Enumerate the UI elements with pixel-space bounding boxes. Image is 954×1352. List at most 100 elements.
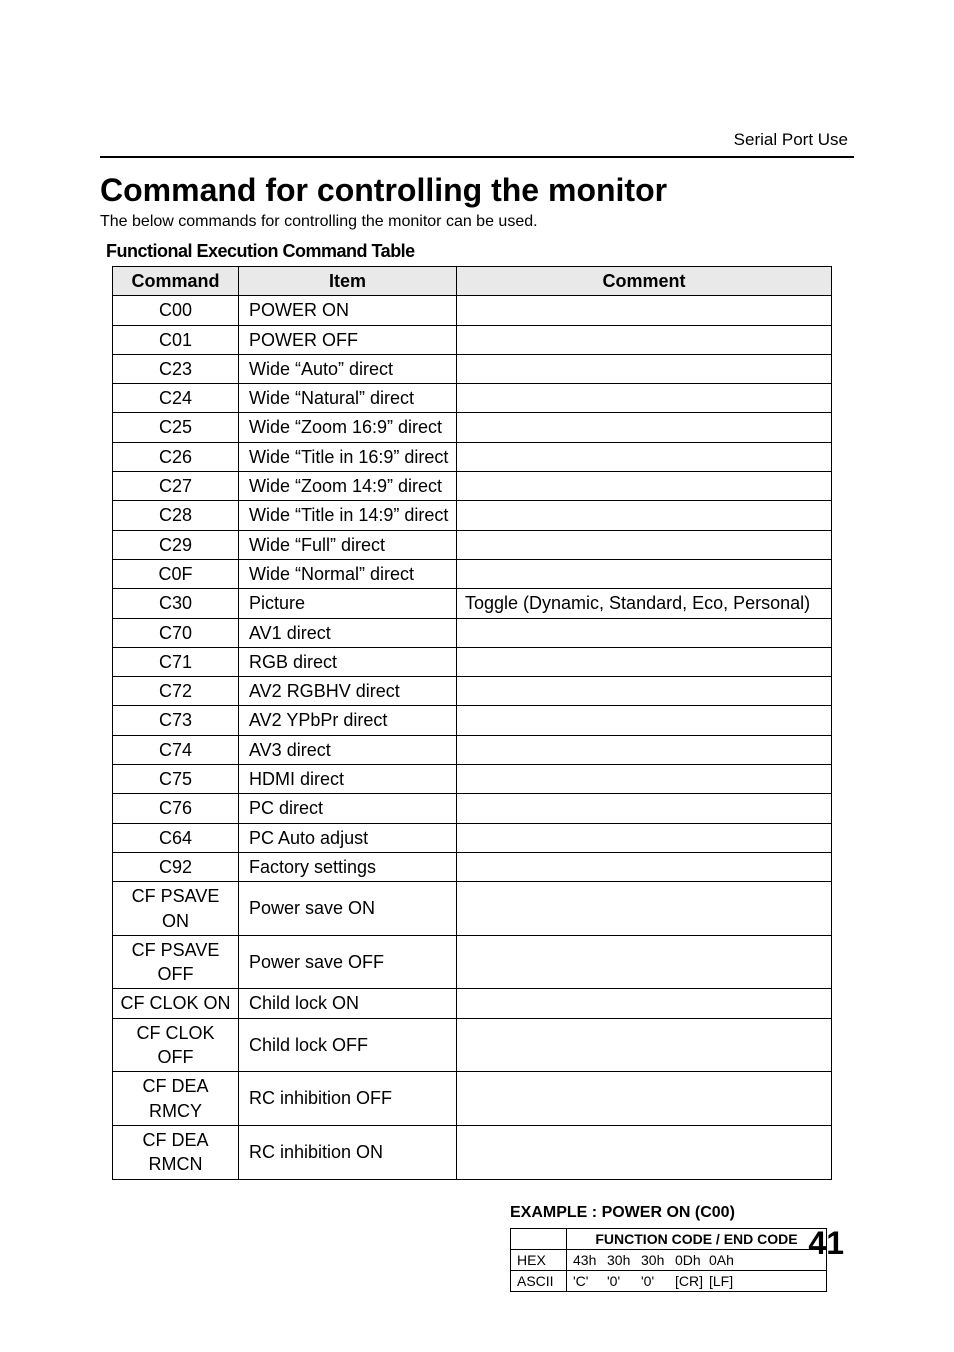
cell-comment: [457, 472, 832, 501]
cell-item: PC Auto adjust: [239, 823, 457, 852]
cell-comment: [457, 1125, 832, 1179]
table-row: C92Factory settings: [113, 852, 832, 881]
cell-command: C24: [113, 384, 239, 413]
table-row: C75HDMI direct: [113, 765, 832, 794]
cell-command: C92: [113, 852, 239, 881]
cell-comment: [457, 530, 832, 559]
code-token: 43h: [573, 1252, 607, 1268]
page-number: 41: [808, 1225, 844, 1262]
cell-item: POWER OFF: [239, 325, 457, 354]
code-token: [CR]: [675, 1273, 709, 1289]
table-row: C27Wide “Zoom 14:9” direct: [113, 472, 832, 501]
cell-item: Power save OFF: [239, 935, 457, 989]
code-token: 30h: [607, 1252, 641, 1268]
table-row: C30PictureToggle (Dynamic, Standard, Eco…: [113, 589, 832, 618]
cell-command: C28: [113, 501, 239, 530]
cell-command: C64: [113, 823, 239, 852]
cell-comment: [457, 559, 832, 588]
cell-command: C76: [113, 794, 239, 823]
cell-command: CF DEA RMCN: [113, 1125, 239, 1179]
table-header-row: Command Item Comment: [113, 267, 832, 296]
cell-item: AV2 RGBHV direct: [239, 677, 457, 706]
cell-item: Child lock OFF: [239, 1018, 457, 1072]
cell-comment: [457, 296, 832, 325]
cell-command: C71: [113, 647, 239, 676]
table-row: C01POWER OFF: [113, 325, 832, 354]
code-token: 0Dh: [675, 1252, 709, 1268]
table-row: C64PC Auto adjust: [113, 823, 832, 852]
cell-command: C72: [113, 677, 239, 706]
cell-command: C25: [113, 413, 239, 442]
table-row: C76PC direct: [113, 794, 832, 823]
cell-item: Factory settings: [239, 852, 457, 881]
cell-item: Power save ON: [239, 882, 457, 936]
table-row: CF CLOK ONChild lock ON: [113, 989, 832, 1018]
cell-comment: [457, 1018, 832, 1072]
cell-item: Wide “Auto” direct: [239, 354, 457, 383]
table-row: CF DEA RMCYRC inhibition OFF: [113, 1072, 832, 1126]
table-row: C70AV1 direct: [113, 618, 832, 647]
cell-item: Wide “Natural” direct: [239, 384, 457, 413]
cell-command: C75: [113, 765, 239, 794]
cell-comment: [457, 765, 832, 794]
table-row: C71RGB direct: [113, 647, 832, 676]
section-label: Serial Port Use: [100, 130, 854, 150]
cell-command: C73: [113, 706, 239, 735]
cell-comment: [457, 823, 832, 852]
table-row: CF PSAVE OFFPower save OFF: [113, 935, 832, 989]
page-title: Command for controlling the monitor: [100, 172, 854, 209]
table-row: C26Wide “Title in 16:9” direct: [113, 442, 832, 471]
cell-command: CF PSAVE ON: [113, 882, 239, 936]
cell-item: Wide “Full” direct: [239, 530, 457, 559]
code-token: 30h: [641, 1252, 675, 1268]
cell-comment: [457, 852, 832, 881]
cell-item: HDMI direct: [239, 765, 457, 794]
cell-item: Wide “Title in 16:9” direct: [239, 442, 457, 471]
cell-comment: [457, 647, 832, 676]
table-row: C00POWER ON: [113, 296, 832, 325]
cell-command: CF CLOK ON: [113, 989, 239, 1018]
cell-comment: [457, 882, 832, 936]
cell-command: CF CLOK OFF: [113, 1018, 239, 1072]
table-row: CF DEA RMCNRC inhibition ON: [113, 1125, 832, 1179]
table-row: C29Wide “Full” direct: [113, 530, 832, 559]
cell-item: Wide “Title in 14:9” direct: [239, 501, 457, 530]
cell-item: RGB direct: [239, 647, 457, 676]
cell-item: Wide “Zoom 14:9” direct: [239, 472, 457, 501]
example-row-label: HEX: [511, 1249, 567, 1270]
table-caption: Functional Execution Command Table: [106, 241, 854, 262]
table-row: C72AV2 RGBHV direct: [113, 677, 832, 706]
cell-item: AV1 direct: [239, 618, 457, 647]
cell-command: CF PSAVE OFF: [113, 935, 239, 989]
subtitle: The below commands for controlling the m…: [100, 213, 854, 231]
table-row: C28Wide “Title in 14:9” direct: [113, 501, 832, 530]
example-row-codes: 43h30h30h0Dh0Ah: [567, 1249, 827, 1270]
command-table: Command Item Comment C00POWER ONC01POWER…: [112, 266, 832, 1180]
cell-item: Wide “Zoom 16:9” direct: [239, 413, 457, 442]
cell-item: RC inhibition ON: [239, 1125, 457, 1179]
cell-command: C74: [113, 735, 239, 764]
table-row: C25Wide “Zoom 16:9” direct: [113, 413, 832, 442]
table-row: C0FWide “Normal” direct: [113, 559, 832, 588]
cell-item: AV2 YPbPr direct: [239, 706, 457, 735]
cell-item: PC direct: [239, 794, 457, 823]
cell-comment: [457, 325, 832, 354]
cell-command: C27: [113, 472, 239, 501]
cell-item: POWER ON: [239, 296, 457, 325]
cell-command: C01: [113, 325, 239, 354]
code-token: 0Ah: [709, 1252, 743, 1268]
page: Serial Port Use Command for controlling …: [0, 0, 954, 1352]
cell-comment: [457, 618, 832, 647]
code-token: 'C': [573, 1273, 607, 1289]
example-section: EXAMPLE : POWER ON (C00) FUNCTION CODE /…: [510, 1204, 854, 1292]
example-table: FUNCTION CODE / END CODE HEX43h30h30h0Dh…: [510, 1228, 827, 1292]
table-row: CF PSAVE ONPower save ON: [113, 882, 832, 936]
cell-comment: [457, 501, 832, 530]
cell-comment: Toggle (Dynamic, Standard, Eco, Personal…: [457, 589, 832, 618]
example-row-label: ASCII: [511, 1270, 567, 1291]
cell-item: Child lock ON: [239, 989, 457, 1018]
table-row: C24Wide “Natural” direct: [113, 384, 832, 413]
cell-command: C0F: [113, 559, 239, 588]
horizontal-rule: [100, 156, 854, 158]
code-token: '0': [641, 1273, 675, 1289]
